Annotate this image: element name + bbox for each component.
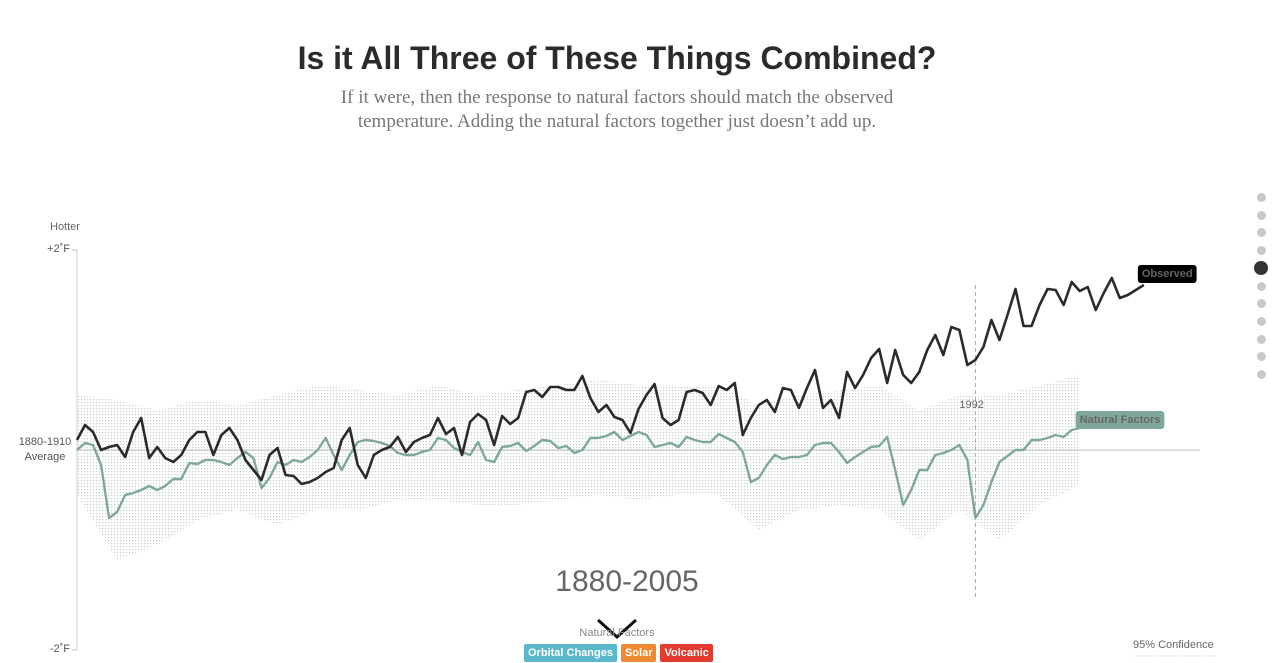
confidence-band [77, 375, 1080, 560]
y-axis-label: Hotter [50, 221, 80, 233]
annotation-label: 1992 [959, 399, 983, 411]
title: Is it All Three of These Things Combined… [297, 40, 937, 76]
y-tick-label: 1880-1910 Average [18, 436, 72, 463]
controls-label: Natural Factors [579, 627, 655, 639]
series-tag-label: Natural Factors [1080, 414, 1161, 426]
y-tick-label: -2˚F [49, 643, 70, 655]
nav-dot[interactable] [1257, 228, 1266, 238]
series-tag: Natural Factors [1075, 411, 1165, 429]
series-tag-box [1137, 265, 1197, 283]
nav-dot[interactable] [1257, 352, 1266, 362]
nav-dot[interactable] [1257, 246, 1266, 256]
nav-dot[interactable] [1257, 334, 1266, 344]
control-button[interactable]: Orbital Changes [524, 644, 617, 662]
series-line [76, 426, 1080, 520]
nav-dot[interactable] [1257, 370, 1266, 379]
y-tick-label: +2˚F [47, 243, 70, 255]
nav-dot[interactable] [1257, 281, 1266, 291]
control-button[interactable]: Volcanic [660, 644, 713, 662]
buttons: Orbital Changes Solar Volcanic [524, 644, 713, 662]
control-button[interactable]: Solar [620, 644, 657, 662]
nav-dot[interactable] [1257, 299, 1266, 309]
series-tag-label: Observed [1142, 268, 1193, 280]
nav-dot[interactable] [1257, 316, 1266, 326]
period-label: 1880-2005 [555, 565, 698, 598]
nav-dot[interactable] [1257, 193, 1266, 202]
nav-dot[interactable] [1257, 210, 1266, 220]
series-line [75, 276, 1145, 486]
nav-dot[interactable] [1254, 260, 1268, 275]
subtitle: If it were, then the response to natural… [340, 87, 894, 132]
scroll-chevron[interactable] [596, 618, 638, 640]
band-legend: 95% Confidence [1133, 639, 1214, 651]
series-tag-box [1075, 411, 1165, 429]
series-tag: Observed [1137, 265, 1197, 283]
